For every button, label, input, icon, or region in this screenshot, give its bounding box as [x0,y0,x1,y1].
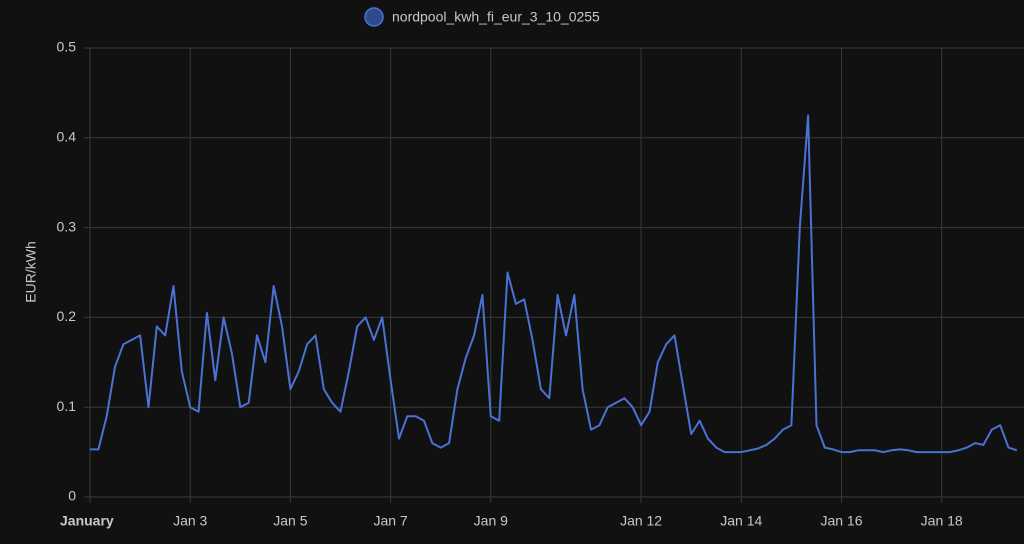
price-line [90,114,1018,454]
y-tick-label: 0.5 [57,39,77,55]
x-tick-label: January [60,513,114,529]
x-tick-label: Jan 7 [373,513,407,529]
y-tick-label: 0.1 [57,398,77,414]
x-tick-label: Jan 12 [620,513,662,529]
y-tick-label: 0.3 [57,218,77,234]
y-tick-label: 0.4 [57,129,77,145]
x-tick-label: Jan 9 [474,513,508,529]
y-axis-label: EUR/kWh [23,241,39,302]
y-tick-label: 0 [68,488,76,504]
legend-marker [364,7,384,27]
x-tick-label: Jan 16 [820,513,862,529]
x-tick-label: Jan 18 [921,513,963,529]
x-tick-label: Jan 3 [173,513,207,529]
x-tick-label: Jan 14 [720,513,762,529]
x-tick-label: Jan 5 [273,513,307,529]
legend-label: nordpool_kwh_fi_eur_3_10_0255 [392,9,600,25]
y-tick-label: 0.2 [57,308,77,324]
